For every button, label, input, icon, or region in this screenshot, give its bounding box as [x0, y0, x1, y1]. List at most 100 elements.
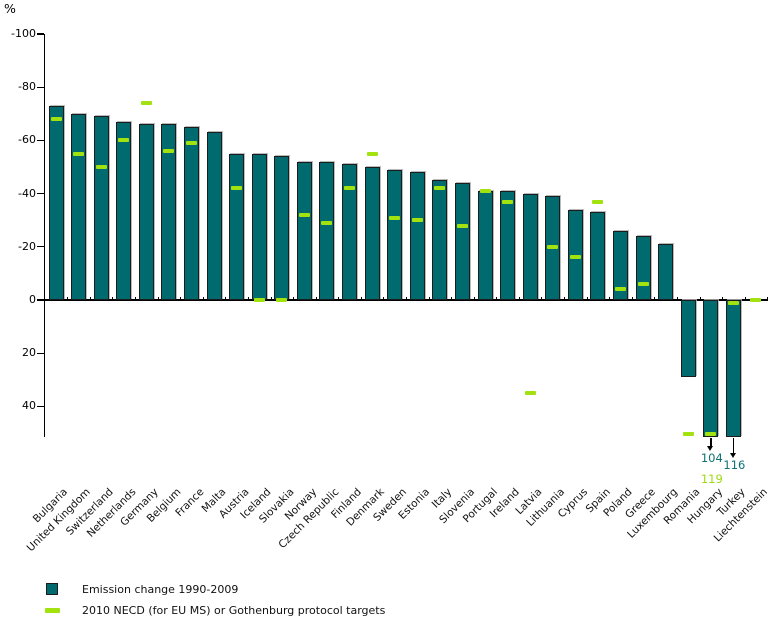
x-axis-tick	[67, 296, 69, 301]
bar-romania	[680, 300, 696, 378]
y-axis-unit-label: %	[4, 1, 16, 16]
bar-malta	[206, 132, 222, 300]
target-marker-bulgaria	[50, 117, 62, 122]
target-marker-iceland	[253, 298, 265, 302]
target-marker-hungary	[705, 432, 717, 436]
target-marker-romania	[682, 432, 694, 436]
bar-slovakia	[274, 156, 290, 300]
y-axis-tick-label: -40	[18, 186, 36, 200]
target-marker-finland	[344, 186, 356, 191]
target-marker-sweden	[389, 215, 401, 220]
x-axis-tick	[631, 296, 633, 301]
y-axis-tick-label: -20	[18, 239, 36, 253]
y-axis-tick	[36, 405, 44, 408]
target-marker-austria	[231, 186, 243, 191]
bar-portugal	[477, 190, 493, 300]
x-axis-tick	[428, 296, 430, 301]
offscale-value-label-turkey: 116	[723, 458, 746, 472]
x-axis-tick	[496, 296, 498, 301]
x-axis-tick	[722, 296, 724, 301]
bar-estonia	[409, 172, 425, 300]
bar-italy	[432, 180, 448, 300]
bar-sweden	[387, 169, 403, 300]
bar-switzerland	[93, 116, 109, 300]
y-axis-line	[43, 34, 45, 437]
legend-bar-swatch	[46, 583, 58, 595]
y-axis-tick-label: 40	[22, 399, 36, 413]
target-marker-greece	[637, 282, 649, 287]
bar-greece	[635, 236, 651, 300]
x-axis-tick	[135, 296, 137, 301]
y-axis-tick-label: -80	[18, 80, 36, 94]
x-axis-tick	[225, 296, 227, 301]
bar-slovenia	[454, 182, 470, 300]
offscale-value-label-hungary: 104	[700, 451, 723, 465]
target-marker-switzerland	[95, 165, 107, 169]
x-axis-tick	[338, 296, 340, 301]
target-marker-denmark	[366, 151, 378, 156]
y-axis-tick-label: 0	[29, 293, 36, 306]
y-axis-tick-label: -60	[18, 133, 36, 147]
bar-netherlands	[116, 121, 132, 300]
bar-france	[183, 127, 199, 300]
bar-finland	[342, 164, 358, 300]
target-marker-portugal	[479, 188, 491, 193]
x-axis-tick	[202, 296, 204, 301]
bar-luxembourg	[658, 244, 674, 300]
x-axis-tick	[518, 296, 520, 301]
bar-austria	[229, 153, 245, 300]
x-axis-tick	[586, 296, 588, 301]
target-marker-estonia	[411, 218, 423, 223]
bar-latvia	[522, 193, 538, 300]
bar-spain	[590, 212, 606, 300]
bar-turkey	[725, 300, 741, 437]
y-axis-tick	[36, 139, 44, 142]
bar-ireland	[500, 190, 516, 300]
target-marker-spain	[592, 199, 604, 204]
x-axis-tick	[247, 296, 249, 301]
target-marker-united-kingdom	[73, 151, 85, 156]
bar-belgium	[161, 124, 177, 300]
y-axis-tick-label: -100	[11, 27, 36, 40]
x-axis-tick	[180, 296, 182, 301]
target-marker-slovakia	[276, 298, 288, 302]
x-axis-tick	[270, 296, 272, 301]
x-axis-tick	[451, 296, 453, 301]
bar-iceland	[251, 153, 267, 300]
target-marker-czech-republic	[321, 220, 333, 225]
offscale-arrow-line-turkey	[732, 437, 735, 453]
x-axis-tick	[383, 296, 385, 301]
x-axis-tick	[293, 296, 295, 301]
x-axis-tick	[89, 296, 91, 301]
target-marker-slovenia	[456, 223, 468, 228]
x-axis-tick	[541, 296, 543, 301]
offscale-arrow-head-turkey	[729, 452, 736, 458]
bar-denmark	[364, 167, 380, 300]
bar-bulgaria	[48, 105, 64, 300]
target-marker-netherlands	[118, 138, 130, 143]
x-axis-zero-line	[43, 299, 767, 301]
legend-target-swatch	[45, 608, 60, 613]
target-marker-ireland	[502, 199, 514, 204]
legend-label-emission-change: Emission change 1990-2009	[82, 583, 239, 596]
x-axis-tick	[744, 296, 746, 301]
x-axis-tick	[157, 296, 159, 301]
x-axis-tick	[699, 296, 701, 301]
x-axis-tick	[473, 296, 475, 301]
x-axis-tick	[654, 296, 656, 301]
x-axis-tick	[676, 296, 678, 301]
x-axis-tick	[564, 296, 566, 301]
y-axis-tick	[36, 352, 44, 354]
bar-hungary	[703, 300, 719, 437]
offscale-target-label-hungary: 119	[700, 472, 723, 486]
target-marker-liechtenstein	[750, 298, 762, 302]
target-marker-latvia	[524, 391, 536, 396]
bar-cyprus	[567, 209, 583, 300]
legend-label-targets: 2010 NECD (for EU MS) or Gothenburg prot…	[82, 604, 386, 617]
y-axis-tick	[36, 299, 44, 301]
bar-united-kingdom	[71, 113, 87, 300]
offscale-arrow-head-hungary	[707, 445, 714, 451]
y-axis-tick	[36, 246, 44, 248]
target-marker-turkey	[727, 300, 739, 305]
